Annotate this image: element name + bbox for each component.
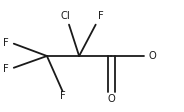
Text: F: F <box>60 91 66 101</box>
Text: O: O <box>148 51 156 61</box>
Text: Cl: Cl <box>61 11 71 21</box>
Text: F: F <box>98 11 104 21</box>
Text: F: F <box>3 38 9 48</box>
Text: O: O <box>107 94 115 104</box>
Text: F: F <box>3 64 9 74</box>
